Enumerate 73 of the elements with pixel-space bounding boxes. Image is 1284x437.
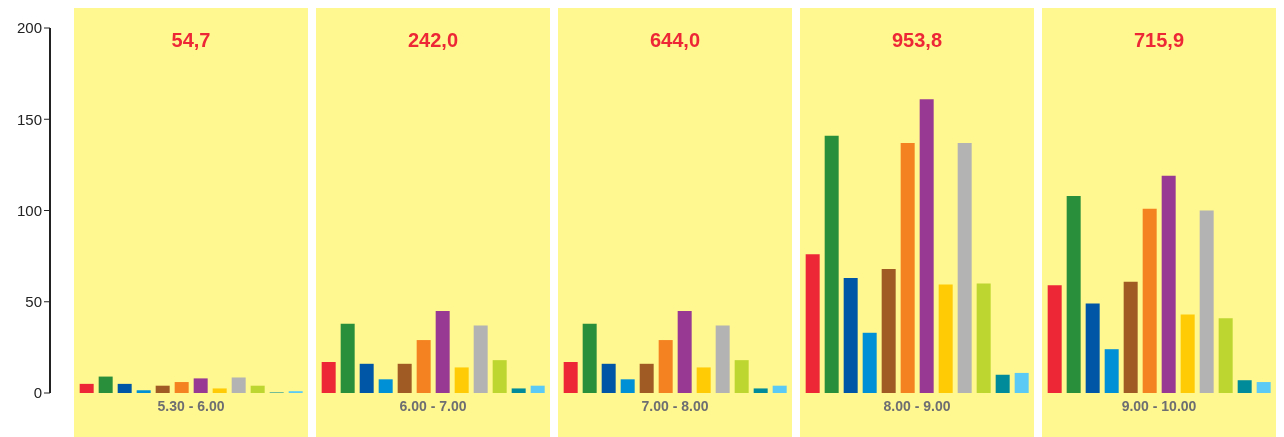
annotation: 953,8 [890,28,944,52]
bar [117,383,132,393]
bar [601,363,616,393]
bar [862,332,877,393]
bar [772,385,787,393]
bar [416,340,431,393]
bar [193,378,208,393]
bar [753,388,768,393]
bar [957,142,972,393]
bar [359,363,374,393]
bar [79,383,94,393]
y-tick-label: 150 [16,110,42,128]
bar [530,385,545,393]
bar [321,361,336,393]
bar [715,325,730,393]
bar [582,323,597,393]
bar [900,142,915,393]
bar [919,99,934,393]
bar [1123,281,1138,393]
bar [1256,382,1271,393]
bar [563,361,578,393]
bar [696,367,711,393]
bar [511,388,526,393]
bar [231,377,246,393]
bar [805,254,820,393]
bar [250,385,265,393]
bar [1142,208,1157,393]
bar [212,388,227,393]
annotation: 242,0 [406,28,460,52]
bar [1218,318,1233,393]
bar [1014,372,1029,393]
x-tick-label: 8.00 - 9.00 [883,397,951,414]
annotation: 644,0 [648,28,702,52]
bar [976,283,991,393]
bar [340,323,355,393]
bar [174,382,189,393]
bar [378,379,393,393]
bar [1047,285,1062,393]
bar [620,379,635,393]
bar [639,363,654,393]
y-tick-label: 200 [16,19,42,37]
bar [155,385,170,393]
bar [995,374,1010,393]
x-tick-label: 5.30 - 6.00 [157,397,225,414]
bar [677,310,692,393]
bar [1237,380,1252,393]
bar [435,310,450,393]
bar [824,135,839,393]
bar [938,284,953,393]
bar [1199,210,1214,393]
bar [658,340,673,393]
bar [1085,303,1100,393]
bar [1180,314,1195,393]
annotation: 54,7 [170,28,212,52]
bar [881,268,896,393]
bar [136,390,151,393]
x-tick-label: 9.00 - 10.00 [1121,397,1197,414]
bar [397,363,412,393]
y-tick-label: 50 [25,293,42,311]
bar [1104,349,1119,393]
bar [454,367,469,393]
x-tick-label: 6.00 - 7.00 [399,397,467,414]
bar [1066,195,1081,393]
y-tick-label: 0 [33,384,42,402]
annotation: 715,9 [1132,28,1186,52]
bar [1161,175,1176,393]
bar [734,360,749,393]
bar [843,278,858,393]
y-tick-label: 100 [16,201,42,219]
bar [473,325,488,393]
x-tick-label: 7.00 - 8.00 [641,397,709,414]
bar [98,376,113,393]
bar [492,360,507,393]
